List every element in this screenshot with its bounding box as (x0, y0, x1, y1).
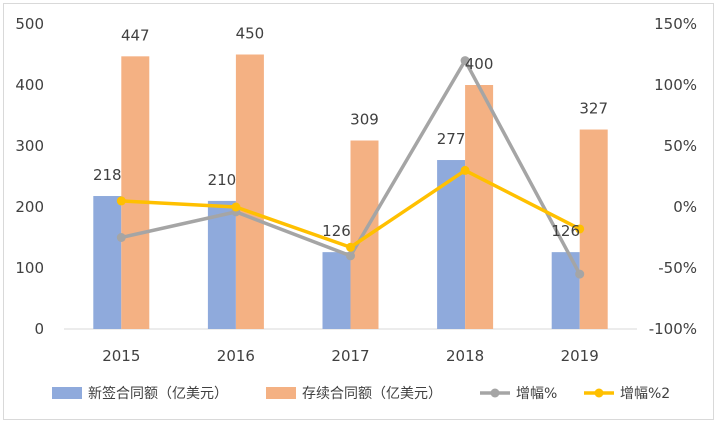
growth-line-point (575, 269, 585, 279)
legend-label: 增幅% (516, 386, 557, 402)
x-axis-tick: 2017 (331, 347, 369, 365)
bar-value-label: 400 (465, 55, 494, 73)
bar-existing-contract (465, 85, 494, 329)
bar-existing-contract (235, 54, 264, 329)
left-axis-tick: 400 (15, 76, 44, 94)
bar-value-label: 277 (437, 130, 466, 148)
bar-value-label: 309 (350, 111, 379, 129)
x-axis-tick: 2015 (102, 347, 140, 365)
bar-value-label: 126 (551, 222, 580, 240)
growth2-line-point (116, 196, 126, 206)
right-axis: -100% -50% 0% 50% 100% 150% (649, 15, 697, 338)
bar-value-label: 126 (322, 222, 351, 240)
legend-label: 新签合同额（亿美元） (88, 385, 228, 402)
left-axis-tick: 500 (15, 15, 44, 33)
right-axis-tick: 0% (673, 198, 697, 216)
bar-existing-contract (579, 129, 608, 329)
bar-existing-contract (121, 56, 150, 330)
bar-value-label: 218 (93, 166, 122, 184)
left-axis-tick: 200 (15, 198, 44, 216)
right-axis-tick: -50% (658, 259, 697, 277)
left-axis-tick: 300 (15, 137, 44, 155)
x-axis: 2015 2016 2017 2018 2019 (102, 347, 599, 365)
bar-new-contract (93, 196, 122, 329)
chart-frame: 0 100 200 300 400 500 -100% -50% 0% 50% 100% 150% … (3, 3, 714, 420)
right-axis-tick: -100% (649, 320, 697, 338)
growth2-line-point (460, 165, 470, 175)
bar-value-label: 210 (208, 171, 237, 189)
right-axis-tick: 100% (654, 76, 697, 94)
legend: 新签合同额（亿美元） 存续合同额（亿美元） 增幅% 增幅%2 (52, 385, 670, 402)
x-axis-tick: 2016 (217, 347, 255, 365)
legend-marker (594, 388, 604, 398)
growth2-line-point (575, 224, 585, 234)
bar-value-label: 327 (579, 100, 608, 118)
growth2-line-point (231, 202, 241, 212)
legend-label: 存续合同额（亿美元） (302, 385, 442, 402)
bar-series (93, 54, 608, 330)
legend-swatch (52, 387, 82, 399)
legend-swatch (266, 387, 296, 399)
legend-label: 增幅%2 (620, 386, 670, 402)
right-axis-tick: 150% (654, 15, 697, 33)
line-series (116, 56, 585, 279)
growth-line-point (116, 233, 126, 242)
x-axis-tick: 2018 (446, 347, 484, 365)
x-axis-tick: 2019 (561, 347, 599, 365)
bar-value-label: 450 (236, 25, 265, 43)
bar-new-contract (207, 200, 236, 329)
bar-value-label: 447 (121, 26, 150, 44)
left-axis: 0 100 200 300 400 500 (15, 15, 44, 338)
left-axis-tick: 0 (34, 320, 44, 338)
growth2-line-point (346, 242, 355, 252)
bar-new-contract (437, 160, 466, 329)
growth-line-point (460, 56, 470, 66)
legend-marker (490, 388, 500, 398)
bar-new-contract (322, 252, 351, 329)
bar-data-labels: 218 210 126 277 126 447 450 309 400 327 (93, 25, 608, 241)
right-axis-tick: 50% (664, 137, 697, 155)
left-axis-tick: 100 (15, 259, 44, 277)
growth-line-point (346, 251, 355, 261)
